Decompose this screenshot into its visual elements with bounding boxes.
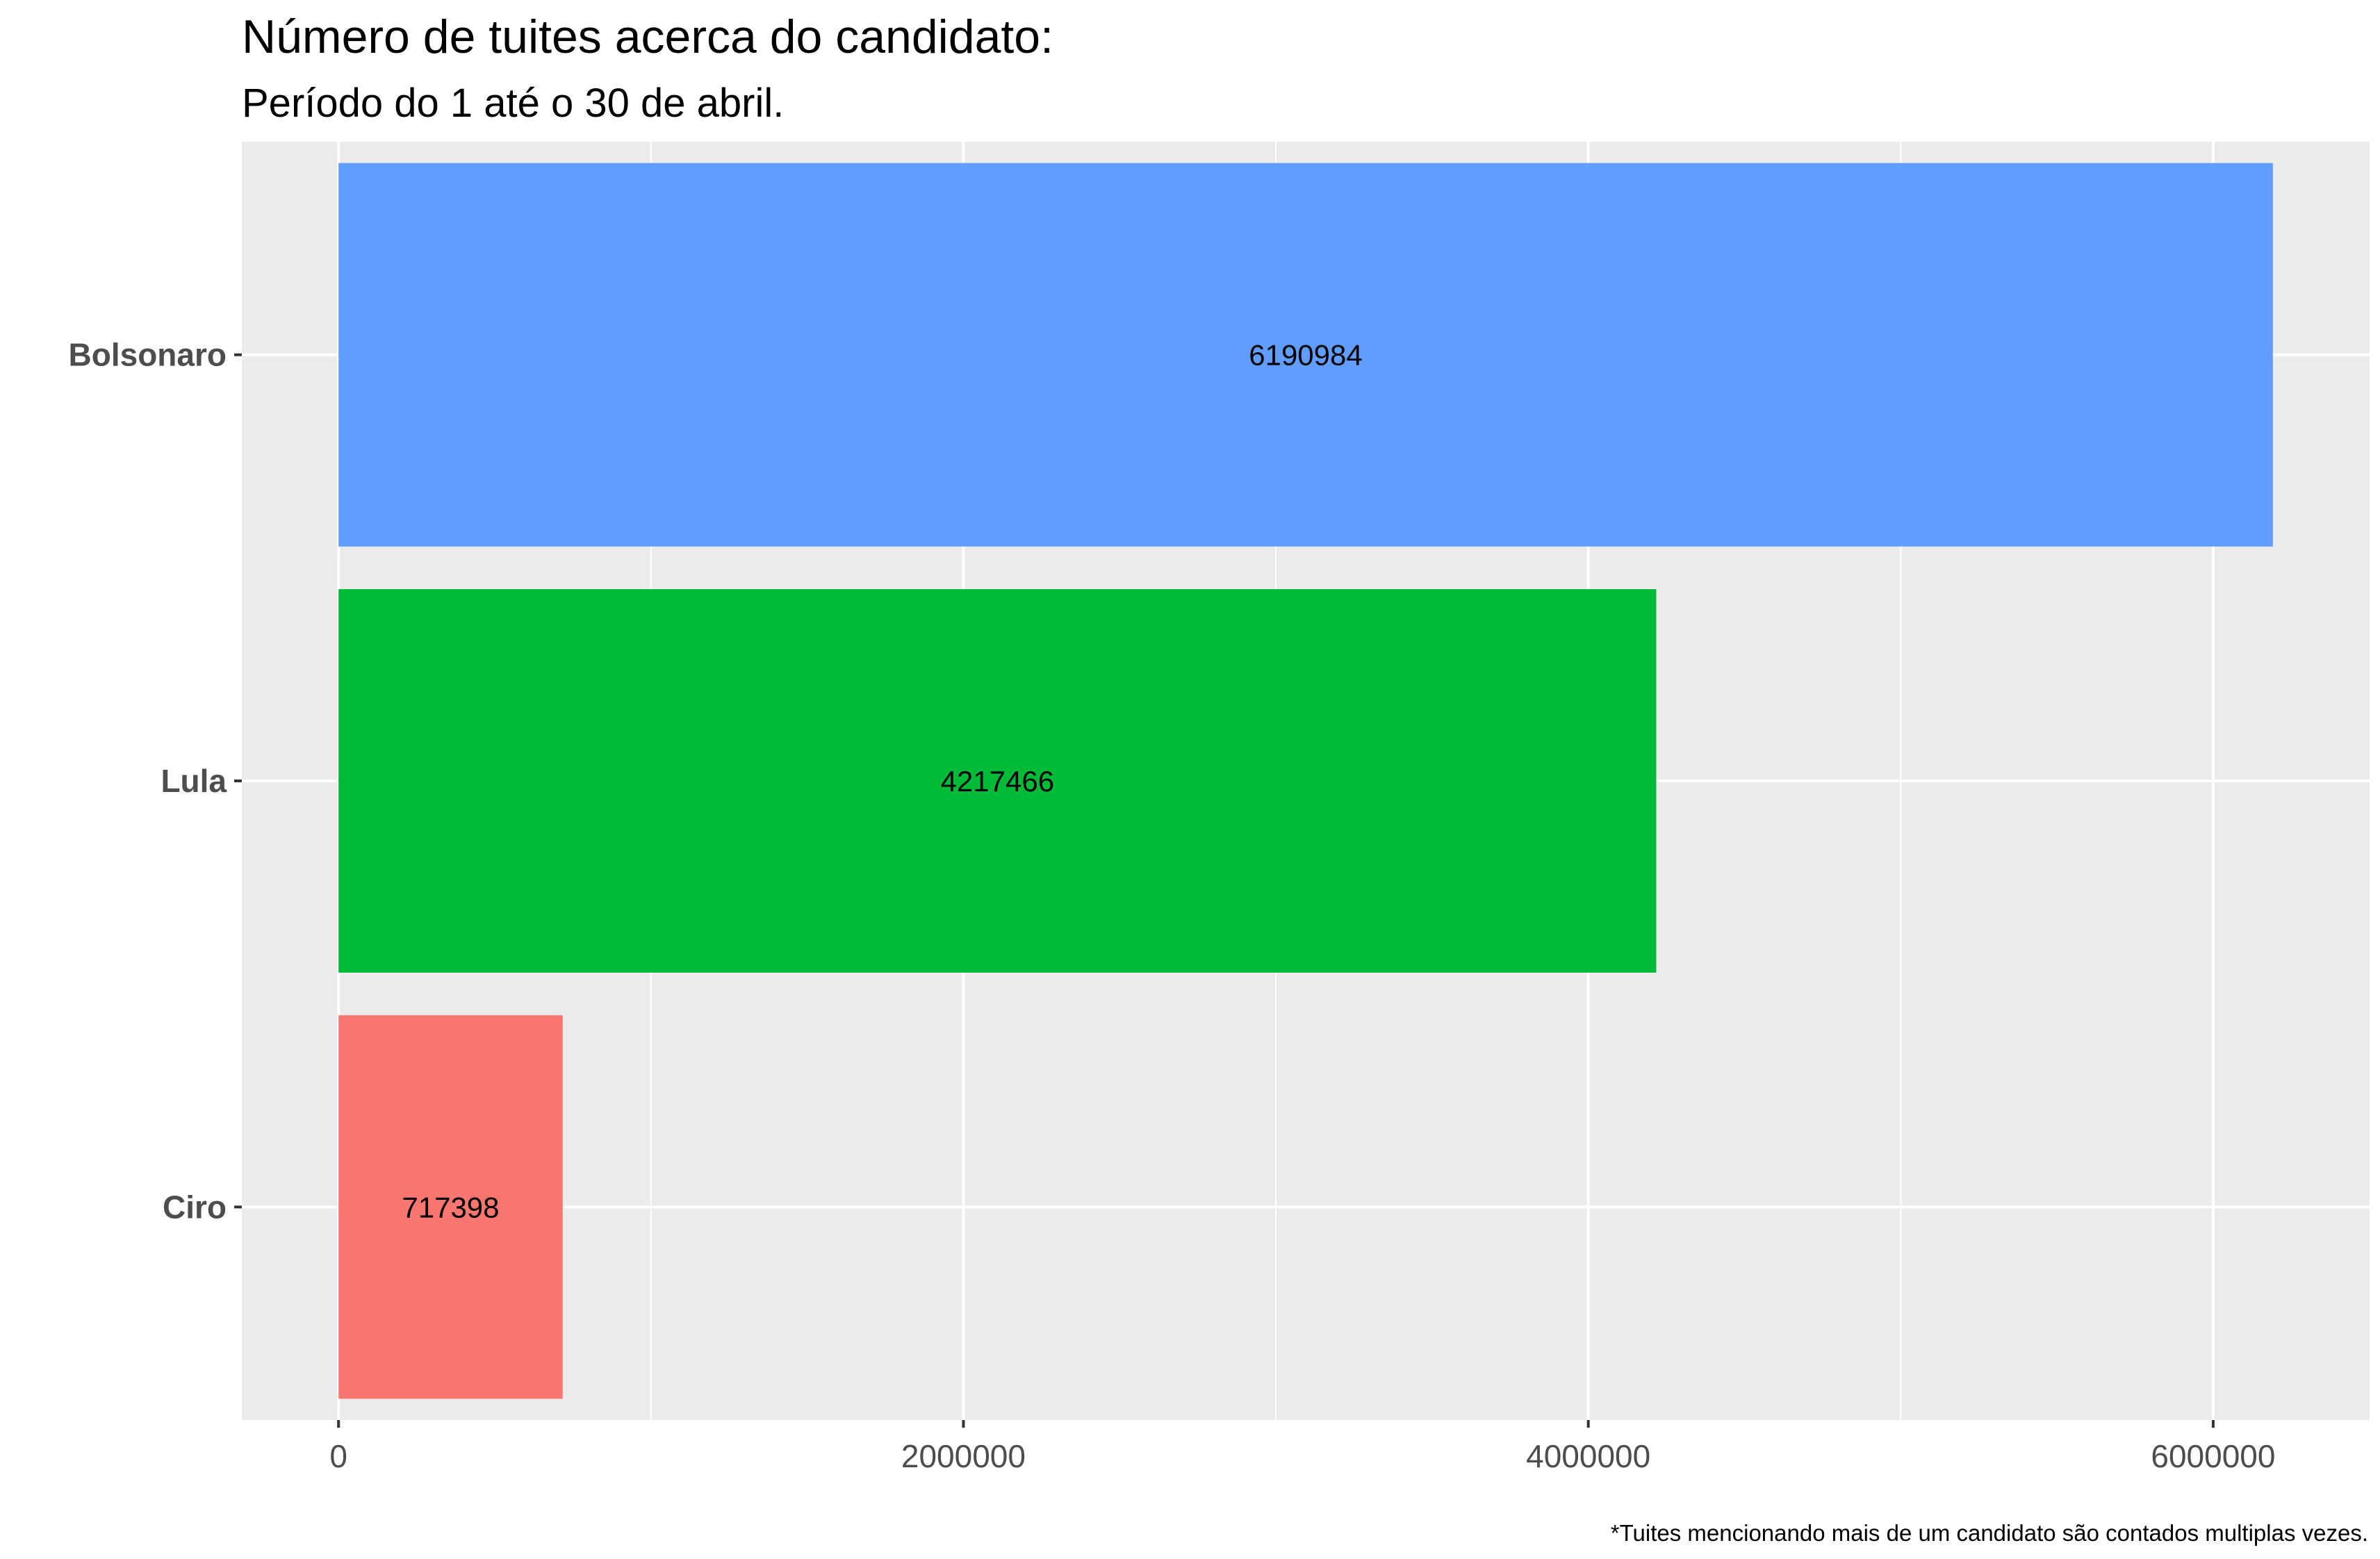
bar-data-labels: 6190984 4217466 717398 (402, 339, 1362, 1224)
bar-label-ciro: 717398 (402, 1191, 499, 1223)
bar-bolsonaro (338, 163, 2273, 547)
y-tick-label-lula: Lula (161, 763, 227, 799)
y-tick-label-ciro: Ciro (163, 1189, 227, 1225)
y-axis: Bolsonaro Lula Ciro (69, 337, 242, 1225)
x-tick-label: 0 (329, 1438, 347, 1474)
chart-title: Número de tuites acerca do candidato: (242, 10, 1053, 63)
y-tick-label-bolsonaro: Bolsonaro (69, 337, 227, 373)
bars (338, 163, 2273, 1399)
bar-ciro (338, 1015, 563, 1399)
bar-label-bolsonaro: 6190984 (1249, 339, 1363, 372)
bar-label-lula: 4217466 (941, 765, 1055, 798)
x-tick-label: 4000000 (1526, 1438, 1650, 1474)
bar-lula (338, 589, 1657, 973)
x-axis: 0 2000000 4000000 6000000 (329, 1420, 2275, 1474)
chart-caption: *Tuites mencionando mais de um candidato… (1611, 1520, 2368, 1546)
chart-subtitle: Período do 1 até o 30 de abril. (242, 81, 784, 126)
x-tick-label: 6000000 (2151, 1438, 2275, 1474)
x-tick-label: 2000000 (901, 1438, 1026, 1474)
